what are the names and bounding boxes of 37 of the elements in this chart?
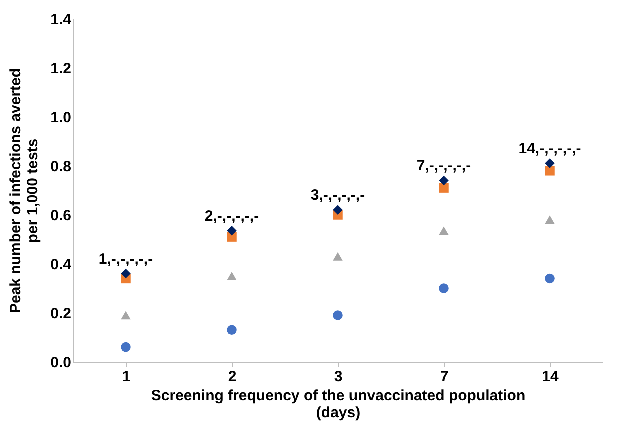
point	[439, 183, 449, 193]
annotation: 2,-,-,-,-,-	[204, 208, 260, 225]
point	[439, 176, 449, 186]
y-tick-label: 1.4	[50, 12, 72, 28]
x-axis-title: Screening frequency of the unvaccinated population (days)	[151, 388, 526, 422]
y-axis-title: Peak number of infections averted per 1,000 tests	[8, 68, 42, 314]
point	[121, 268, 131, 279]
point	[545, 158, 555, 168]
annotation: 3,-,-,-,-,-	[310, 187, 366, 204]
x-tick-label: 14	[542, 368, 560, 386]
annotation: 1,-,-,-,-,-	[98, 250, 154, 268]
annotation: 14,-,-,-,-,-	[518, 140, 582, 158]
point	[227, 325, 237, 336]
x-tick-label: 2	[228, 368, 237, 386]
y-tick-label: 1.2	[50, 60, 72, 78]
point	[333, 310, 343, 320]
point	[227, 272, 237, 280]
point	[333, 252, 343, 261]
y-tick-label: 0.8	[50, 158, 72, 176]
point	[545, 166, 555, 176]
point	[545, 216, 555, 224]
x-tick-label: 1	[122, 368, 131, 386]
y-tick-label: 1.0	[50, 110, 72, 126]
y-tick-label: 0.0	[50, 354, 72, 372]
point	[121, 342, 131, 352]
point	[333, 205, 343, 215]
y-tick-label: 0.6	[50, 208, 72, 224]
point	[439, 284, 449, 294]
annotation: 7,-,-,-,-,-	[416, 158, 472, 175]
point	[545, 274, 555, 284]
point	[121, 311, 131, 320]
x-tick-label: 3	[334, 368, 343, 386]
point	[227, 226, 237, 236]
y-tick-label: 0.2	[50, 306, 72, 322]
y-tick-label: 0.4	[50, 256, 72, 274]
x-tick-label: 7	[440, 368, 449, 386]
point	[439, 226, 449, 236]
